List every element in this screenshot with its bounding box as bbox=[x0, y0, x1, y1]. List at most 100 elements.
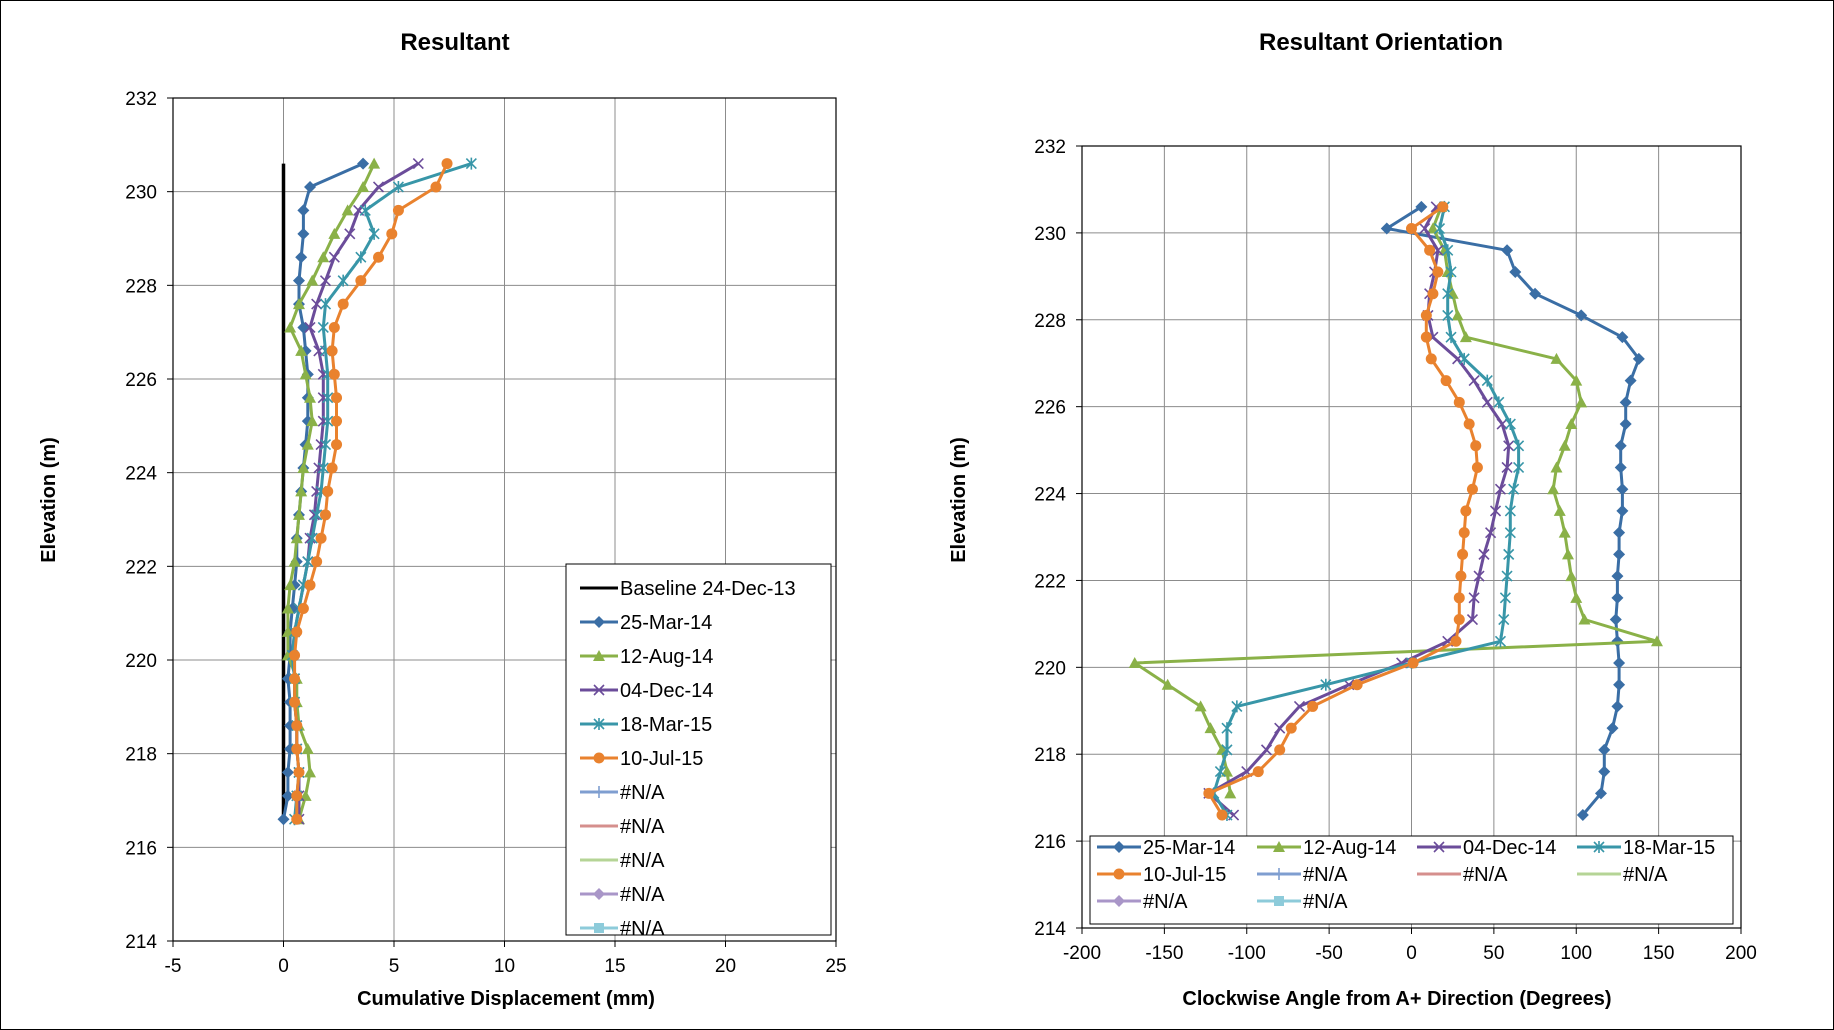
resultant-data-point bbox=[322, 391, 334, 404]
legend-label: Baseline 24-Dec-13 bbox=[620, 578, 796, 600]
orientation-data-point bbox=[1553, 504, 1566, 516]
resultant-data-point bbox=[322, 485, 334, 497]
orientation-data-point bbox=[1550, 352, 1563, 364]
y-tick-label: 230 bbox=[125, 183, 157, 204]
resultant-data-point bbox=[328, 251, 340, 263]
x-tick-label: -150 bbox=[1145, 943, 1183, 964]
orientation-data-point bbox=[1471, 461, 1483, 473]
resultant-data-point bbox=[359, 204, 371, 217]
resultant-data-point bbox=[331, 415, 343, 427]
orientation-data-point bbox=[1494, 635, 1507, 648]
y-tick-label: 218 bbox=[125, 745, 157, 766]
orientation-data-point bbox=[1432, 244, 1444, 256]
x-tick-label: 10 bbox=[494, 956, 515, 977]
orientation-data-point bbox=[1224, 787, 1237, 799]
orientation-series-line bbox=[1133, 206, 1659, 794]
orientation-data-point bbox=[1594, 787, 1607, 800]
legend-entry: #N/A bbox=[580, 782, 665, 804]
orientation-legend: 25-Mar-14 12-Aug-14 04-Dec-14 18-Mar-15 10-J… bbox=[1089, 835, 1734, 925]
legend-marker bbox=[593, 752, 605, 764]
orientation-data-point bbox=[1458, 527, 1470, 539]
orientation-data-point bbox=[1442, 309, 1454, 322]
orientation-data-point bbox=[1457, 548, 1469, 560]
orientation-data-point bbox=[1252, 766, 1264, 778]
legend-label: #N/A bbox=[1303, 891, 1348, 913]
resultant-data-point bbox=[289, 696, 301, 708]
orientation-data-point bbox=[1204, 722, 1217, 734]
orientation-data-point bbox=[1575, 396, 1588, 408]
legend-label: 04-Dec-14 bbox=[1463, 837, 1556, 859]
chart-title: Resultant bbox=[400, 29, 509, 56]
orientation-data-point bbox=[1504, 526, 1516, 539]
orientation-data-point bbox=[1406, 223, 1417, 235]
x-tick-label: 200 bbox=[1725, 943, 1757, 964]
orientation-data-point bbox=[1442, 244, 1454, 257]
x-tick-label: 15 bbox=[604, 956, 625, 977]
orientation-data-point bbox=[1216, 809, 1228, 821]
resultant-data-point bbox=[306, 415, 319, 427]
orientation-data-point bbox=[1468, 375, 1480, 387]
resultant-data-point bbox=[317, 321, 329, 334]
legend-entry: 12-Aug-14 bbox=[580, 646, 713, 668]
orientation-series-4 bbox=[1203, 201, 1483, 821]
resultant-data-point bbox=[331, 392, 343, 404]
y-tick-label: 224 bbox=[125, 464, 157, 485]
y-tick-label: 232 bbox=[1034, 137, 1066, 158]
resultant-data-point bbox=[357, 180, 370, 192]
y-tick-label: 226 bbox=[1034, 398, 1066, 419]
legend-entry: #N/A bbox=[1097, 891, 1188, 913]
legend-entry: #N/A bbox=[580, 918, 665, 940]
legend-marker bbox=[1113, 841, 1125, 853]
legend-marker bbox=[593, 684, 605, 696]
legend-entry: #N/A bbox=[1257, 891, 1348, 913]
orientation-data-point bbox=[1613, 548, 1626, 561]
orientation-data-point bbox=[1504, 418, 1516, 431]
plot-border bbox=[1081, 145, 1742, 929]
y-tick-label: 216 bbox=[1034, 832, 1066, 853]
legend-label: 04-Dec-14 bbox=[620, 680, 713, 702]
resultant-data-point bbox=[372, 181, 385, 193]
y-axis-label: Elevation (m) bbox=[38, 437, 60, 563]
orientation-data-point bbox=[1450, 635, 1462, 647]
orientation-data-point bbox=[1415, 200, 1428, 213]
legend-entry: 18-Mar-15 bbox=[580, 714, 712, 736]
orientation-data-point bbox=[1433, 222, 1446, 235]
resultant-data-point bbox=[319, 298, 332, 311]
orientation-data-point bbox=[1427, 288, 1439, 300]
orientation-data-point bbox=[1619, 418, 1632, 431]
legend-marker bbox=[1113, 895, 1125, 907]
orientation-data-point bbox=[1445, 331, 1457, 344]
orientation-data-point bbox=[1460, 505, 1472, 517]
orientation-data-point bbox=[1496, 418, 1508, 430]
legend-label: #N/A bbox=[620, 884, 665, 906]
orientation-data-point bbox=[1407, 657, 1419, 669]
orientation-data-point bbox=[1221, 722, 1233, 735]
orientation-data-point bbox=[1613, 526, 1626, 539]
resultant-data-point bbox=[304, 391, 317, 403]
resultant-data-point bbox=[297, 204, 310, 217]
orientation-data-point bbox=[1203, 787, 1215, 799]
resultant-data-point bbox=[277, 813, 290, 826]
resultant-data-point bbox=[373, 251, 385, 263]
resultant-data-point bbox=[292, 298, 305, 310]
orientation-data-point bbox=[1547, 483, 1560, 495]
orientation-data-point bbox=[1466, 613, 1479, 626]
resultant-data-point bbox=[281, 602, 294, 614]
legend-entry: 04-Dec-14 bbox=[580, 680, 713, 702]
orientation-data-point bbox=[1493, 396, 1505, 409]
legend-entry: 04-Dec-14 bbox=[1417, 837, 1556, 859]
orientation-data-point bbox=[1509, 265, 1522, 278]
resultant-data-point bbox=[281, 789, 294, 802]
resultant-data-point bbox=[291, 743, 303, 755]
resultant-data-point bbox=[319, 509, 331, 521]
resultant-data-point bbox=[322, 415, 334, 428]
legend-label: 18-Mar-15 bbox=[1623, 837, 1715, 859]
legend-entry: 25-Mar-14 bbox=[1097, 837, 1235, 859]
legend-label: 25-Mar-14 bbox=[620, 612, 712, 634]
plot-border bbox=[172, 97, 837, 942]
legend-entry: #N/A bbox=[580, 816, 665, 838]
orientation-data-point bbox=[1614, 461, 1627, 474]
legend-label: #N/A bbox=[620, 816, 665, 838]
resultant-data-point bbox=[290, 532, 303, 544]
